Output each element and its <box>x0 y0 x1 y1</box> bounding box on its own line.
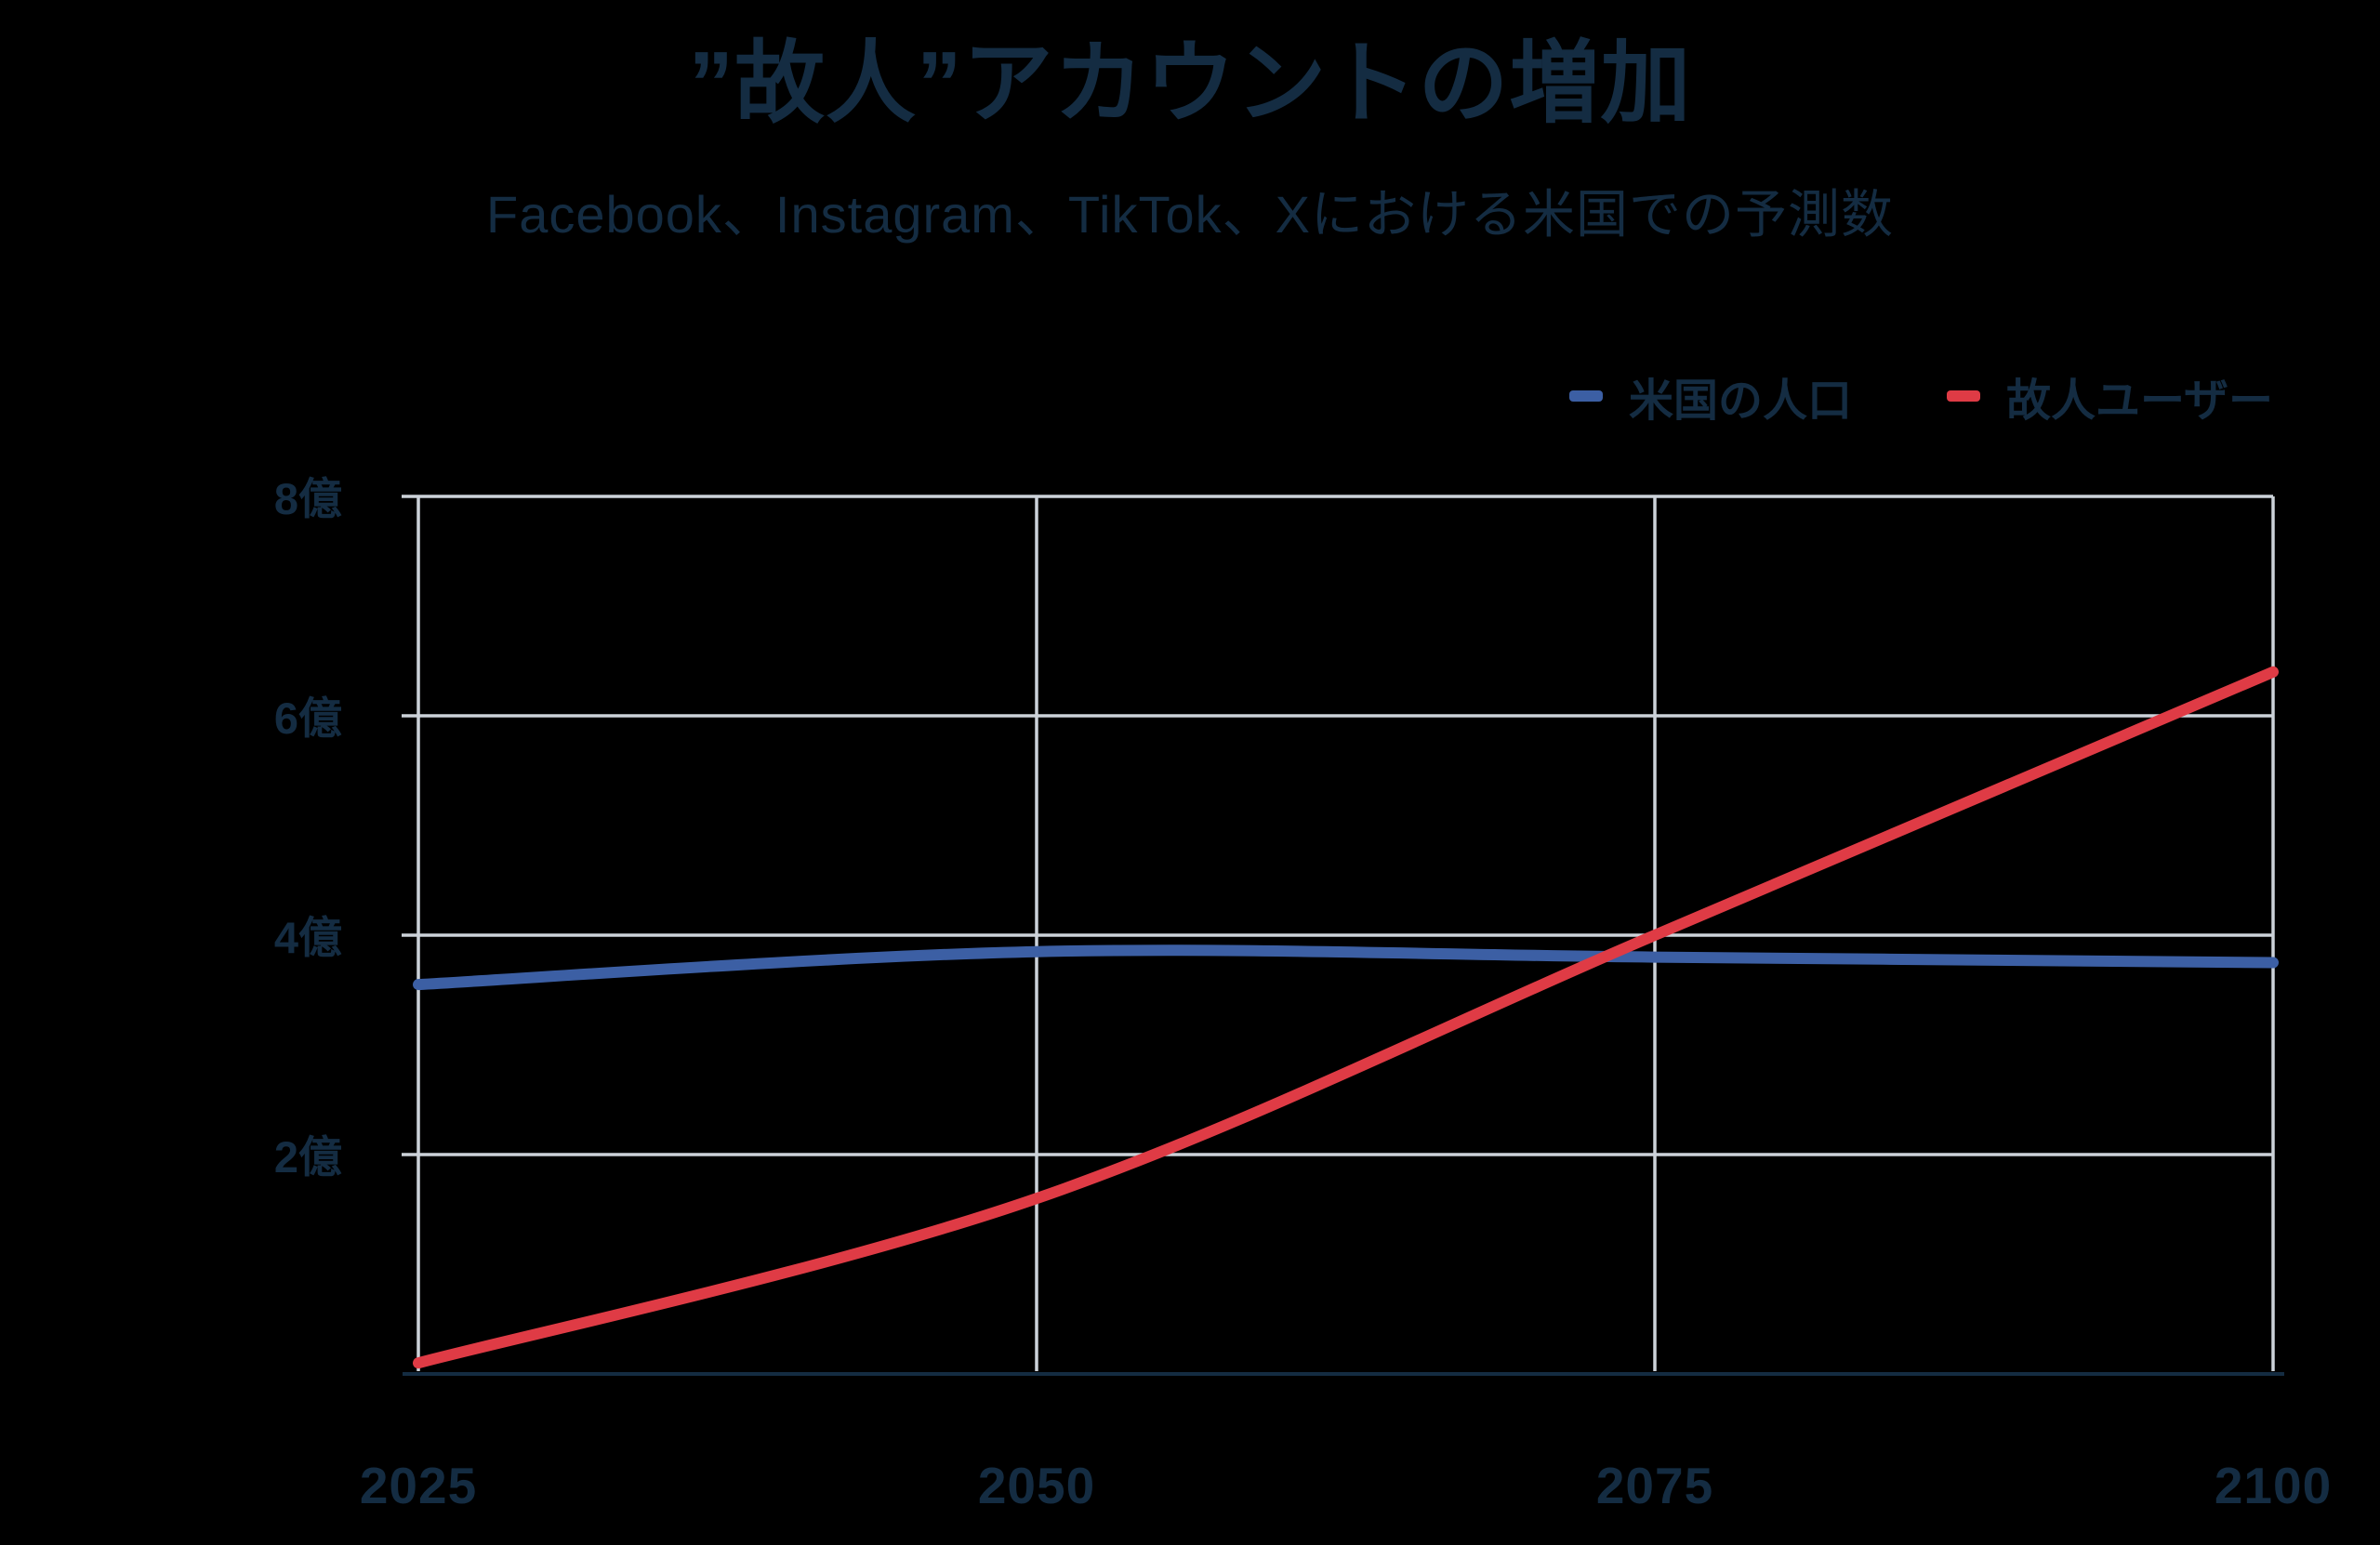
legend-item-us-population: 米国の人口 <box>1568 363 1852 429</box>
x-tick-label-2075: 2075 <box>1595 1457 1714 1514</box>
y-tick-label-4: 4億 <box>273 913 342 963</box>
deceased-users-swatch-icon <box>1946 390 1980 402</box>
legend-label-us-population: 米国の人口 <box>1628 376 1852 426</box>
y-tick-label-8: 8億 <box>273 474 342 524</box>
x-tick-label-2050: 2050 <box>977 1457 1096 1514</box>
chart-subtitle: Facebook、Instagram、TikTok、Xにおける米国での予測数 <box>486 185 1894 244</box>
x-tick-label-2100: 2100 <box>2214 1457 2333 1514</box>
y-tick-label-6: 6億 <box>273 693 342 744</box>
legend-item-deceased-users: 故人ユーザー <box>1946 363 2273 429</box>
legend-label-deceased-users: 故人ユーザー <box>2005 376 2273 426</box>
x-tick-label-2025: 2025 <box>359 1457 478 1514</box>
legend: 米国の人口 故人ユーザー <box>1568 363 2273 429</box>
us-population-line <box>413 944 2279 991</box>
chart-title: ”故人”アカウントの増加 <box>688 33 1692 134</box>
y-tick-label-2: 2億 <box>273 1132 342 1182</box>
us-population-swatch-icon <box>1568 390 1603 402</box>
deceased-users-line <box>413 666 2279 1369</box>
